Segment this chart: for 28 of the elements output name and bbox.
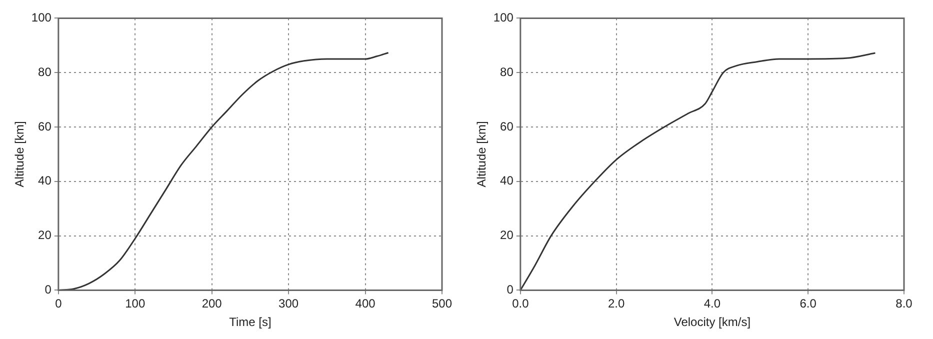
y-tick-label: 0 (506, 282, 514, 297)
y-tick-label: 40 (38, 174, 52, 188)
x-tick-label: 2.0 (608, 296, 625, 311)
y-tick-label: 100 (31, 10, 52, 25)
x-tick-label: 300 (278, 296, 299, 311)
y-tick-label: 100 (493, 10, 514, 25)
y-axis-title: Altitude [km] (474, 121, 489, 188)
x-tick-label: 6.0 (800, 296, 817, 311)
x-tick-label: 4.0 (704, 296, 721, 311)
x-tick-label: 8.0 (896, 296, 913, 311)
x-tick-label: 500 (432, 296, 452, 311)
x-tick-label: 0.0 (512, 296, 530, 311)
y-tick-label: 80 (500, 64, 514, 79)
x-tick-label: 0 (55, 296, 62, 311)
x-tick-label: 400 (355, 296, 376, 311)
x-tick-label: 200 (202, 296, 222, 311)
y-tick-label: 0 (44, 282, 52, 297)
y-tick-label: 80 (38, 64, 52, 79)
y-tick-label: 40 (500, 174, 514, 188)
line-series (520, 52, 876, 290)
y-tick-label: 60 (38, 119, 52, 134)
y-tick-label: 20 (38, 228, 52, 242)
y-tick-label: 60 (500, 119, 514, 134)
y-axis-title: Altitude [km] (12, 121, 27, 188)
y-tick-label: 20 (500, 228, 514, 242)
x-axis-title: Velocity [km/s] (674, 315, 751, 330)
x-axis-title: Time [s] (229, 315, 272, 330)
x-tick-label: 100 (125, 296, 146, 311)
